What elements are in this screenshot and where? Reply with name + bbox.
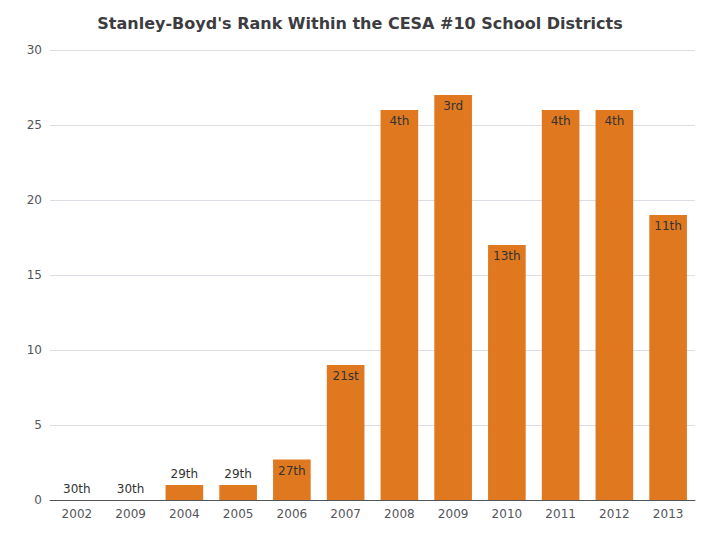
svg-text:21st: 21st — [333, 369, 360, 383]
svg-text:0: 0 — [34, 493, 42, 507]
svg-text:30th: 30th — [117, 482, 145, 496]
svg-text:15: 15 — [27, 268, 42, 282]
svg-text:27th: 27th — [278, 464, 306, 478]
svg-text:29th: 29th — [171, 467, 199, 481]
svg-text:4th: 4th — [551, 114, 571, 128]
svg-text:20: 20 — [27, 193, 42, 207]
svg-text:Stanley-Boyd's Rank Within the: Stanley-Boyd's Rank Within the CESA #10 … — [97, 14, 622, 33]
svg-text:11th: 11th — [654, 219, 682, 233]
svg-text:25: 25 — [27, 118, 42, 132]
svg-text:3rd: 3rd — [443, 99, 463, 113]
svg-text:30th: 30th — [63, 482, 91, 496]
svg-text:2006: 2006 — [277, 507, 308, 521]
svg-text:5: 5 — [34, 418, 42, 432]
svg-text:2009: 2009 — [115, 507, 146, 521]
svg-text:10: 10 — [27, 343, 42, 357]
svg-text:30: 30 — [27, 43, 42, 57]
svg-text:2005: 2005 — [223, 507, 254, 521]
svg-text:2009: 2009 — [438, 507, 469, 521]
svg-text:2004: 2004 — [169, 507, 200, 521]
svg-text:2011: 2011 — [545, 507, 576, 521]
svg-text:2010: 2010 — [492, 507, 523, 521]
svg-text:13th: 13th — [493, 249, 521, 263]
svg-text:2008: 2008 — [384, 507, 415, 521]
svg-text:2002: 2002 — [62, 507, 93, 521]
svg-text:2012: 2012 — [599, 507, 630, 521]
svg-text:2007: 2007 — [330, 507, 361, 521]
svg-text:29th: 29th — [224, 467, 252, 481]
svg-text:2013: 2013 — [653, 507, 684, 521]
svg-text:4th: 4th — [604, 114, 624, 128]
svg-text:4th: 4th — [389, 114, 409, 128]
